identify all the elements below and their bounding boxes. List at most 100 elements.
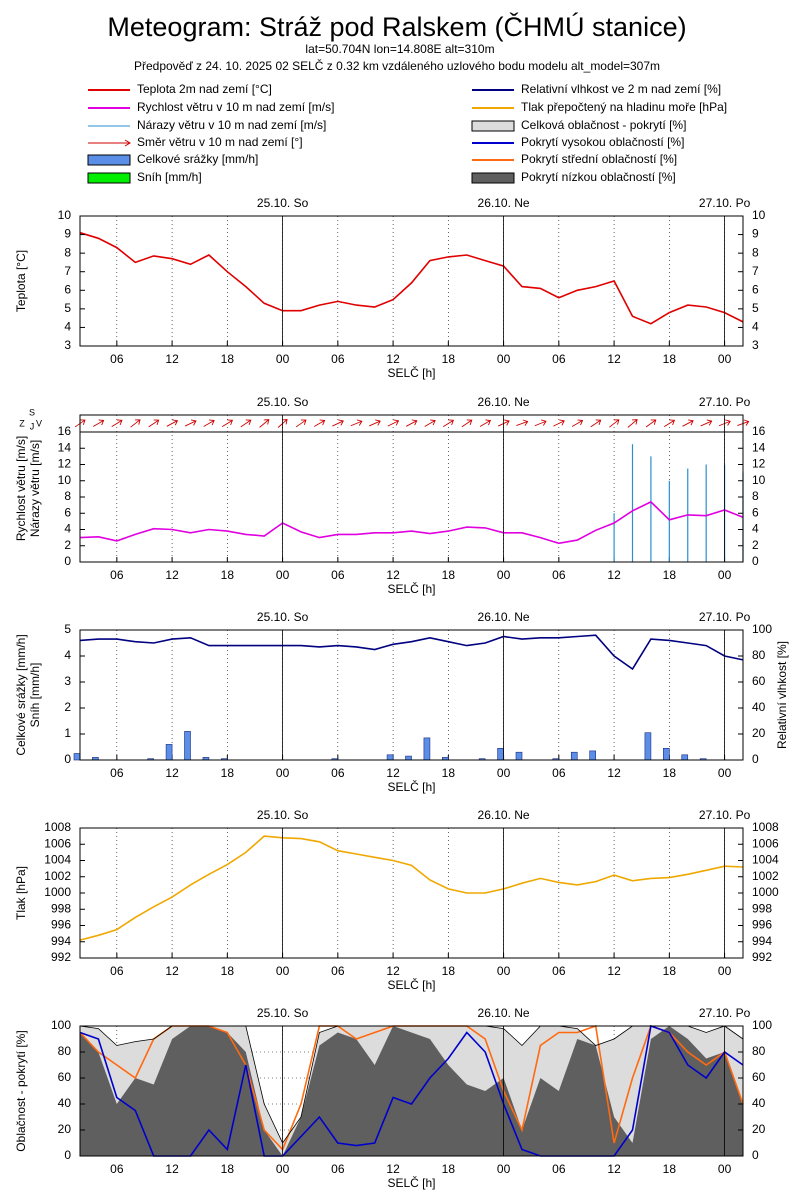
y-tick-label-right: 1002 — [752, 869, 779, 883]
wind-arrow — [221, 419, 234, 428]
y-tick-label: 0 — [64, 1148, 71, 1162]
series-layer — [79, 1024, 744, 1157]
wind-arrow — [609, 419, 620, 428]
series-layer — [79, 231, 744, 325]
y-tick-label: 1 — [64, 726, 71, 740]
y-tick-label: 5 — [64, 301, 71, 315]
y-tick-label: 20 — [58, 1122, 72, 1136]
x-tick-label: 06 — [110, 1162, 124, 1176]
day-label: 27.10. Po — [699, 196, 751, 210]
x-tick-label: 12 — [607, 352, 621, 366]
y-tick-label-right: 12 — [752, 457, 766, 471]
wind-arrow — [387, 419, 400, 427]
legend-swatch — [471, 120, 515, 132]
x-tick-label: 06 — [331, 1162, 345, 1176]
legend-swatch — [124, 139, 131, 147]
x-tick-label: 18 — [221, 964, 235, 978]
x-tick-label: 18 — [442, 766, 456, 780]
wind-arrow — [111, 419, 123, 428]
y-axis-label: Sníh [mm/h] — [28, 663, 42, 728]
series-line — [79, 634, 744, 671]
x-tick-label: 18 — [442, 1162, 456, 1176]
x-tick-label: 12 — [386, 1162, 400, 1176]
x-tick-label: 18 — [663, 568, 677, 582]
y-tick-label: 40 — [58, 1096, 72, 1110]
x-tick-label: 18 — [442, 352, 456, 366]
y-tick-label-right: 0 — [752, 554, 759, 568]
y-tick-label: 2 — [64, 538, 71, 552]
legend-label: Tlak přepočtený na hladinu moře [hPa] — [521, 100, 727, 114]
y-tick-label-right: 6 — [752, 505, 759, 519]
y-tick-label: 60 — [58, 1070, 72, 1084]
day-label: 27.10. Po — [699, 395, 751, 409]
y-tick-label: 996 — [51, 918, 71, 932]
legend-label: Celkové srážky [mm/h] — [137, 152, 258, 166]
legend-label: Pokrytí střední oblačností [%] — [521, 152, 677, 166]
series-layer — [79, 835, 744, 941]
y-tick-label: 4 — [64, 320, 71, 334]
y-tick-label-right: 2 — [752, 538, 759, 552]
y-tick-label-right: 1006 — [752, 836, 779, 850]
day-label: 27.10. Po — [699, 610, 751, 624]
y2-tick-label: 40 — [752, 700, 766, 714]
x-tick-label: 06 — [110, 964, 124, 978]
wind-arrow — [516, 419, 529, 426]
x-tick-label: 00 — [276, 352, 290, 366]
y-tick-label: 8 — [64, 245, 71, 259]
legend-swatch — [87, 154, 131, 166]
y-tick-label-right: 9 — [752, 227, 759, 241]
wind-arrow — [663, 419, 676, 428]
y-tick-label: 5 — [64, 622, 71, 636]
x-tick-label: 18 — [221, 568, 235, 582]
legend-label: Teplota 2m nad zemí [°C] — [137, 82, 272, 96]
y-tick-label: 14 — [58, 440, 72, 454]
y-tick-label-right: 8 — [752, 489, 759, 503]
precip-bar — [570, 751, 578, 761]
y-tick-label: 6 — [64, 505, 71, 519]
y-tick-label: 1004 — [44, 853, 71, 867]
x-tick-label: 00 — [718, 568, 732, 582]
wind-arrow — [313, 419, 326, 427]
y-tick-label: 6 — [64, 282, 71, 296]
day-label: 27.10. Po — [699, 808, 751, 822]
x-tick-label: 00 — [276, 1162, 290, 1176]
y-tick-label: 994 — [51, 934, 71, 948]
wind-arrow — [682, 419, 694, 427]
y-tick-label-right: 16 — [752, 424, 766, 438]
y-tick-label: 4 — [64, 522, 71, 536]
wind-arrow — [424, 419, 436, 427]
x-tick-label: 12 — [386, 352, 400, 366]
day-label: 26.10. Ne — [478, 395, 530, 409]
y-tick-label-right: 1008 — [752, 820, 779, 834]
y-tick-label: 10 — [58, 473, 72, 487]
wind-arrow — [405, 419, 418, 427]
x-axis-label: SELČ [h] — [387, 977, 435, 992]
y-tick-label: 100 — [51, 1018, 71, 1032]
y2-axis-label: Relativní vlhkost [%] — [775, 641, 789, 749]
x-tick-label: 18 — [221, 1162, 235, 1176]
compass-label: V — [36, 418, 42, 428]
y-tick-label-right: 996 — [752, 918, 772, 932]
wind-arrow — [461, 419, 473, 428]
precip-bar — [73, 753, 81, 761]
series-line — [79, 835, 744, 941]
y-tick-label: 3 — [64, 674, 71, 688]
precip-bar — [497, 747, 504, 761]
y-tick-label-right: 60 — [752, 1070, 766, 1084]
y-tick-label-right: 5 — [752, 301, 759, 315]
y2-tick-label: 0 — [752, 752, 759, 766]
day-label: 25.10. So — [257, 610, 309, 624]
x-tick-label: 18 — [221, 352, 235, 366]
wind-arrow — [369, 419, 381, 427]
x-tick-label: 00 — [497, 766, 511, 780]
x-tick-label: 12 — [165, 766, 179, 780]
cloud-area — [80, 1026, 743, 1156]
x-tick-label: 00 — [718, 766, 732, 780]
y-tick-label-right: 40 — [752, 1096, 766, 1110]
x-tick-label: 00 — [497, 352, 511, 366]
x-tick-label: 06 — [552, 964, 566, 978]
y-tick-label: 0 — [64, 554, 71, 568]
x-tick-label: 12 — [165, 964, 179, 978]
wind-arrow — [553, 419, 565, 427]
wind-arrow — [184, 419, 197, 427]
